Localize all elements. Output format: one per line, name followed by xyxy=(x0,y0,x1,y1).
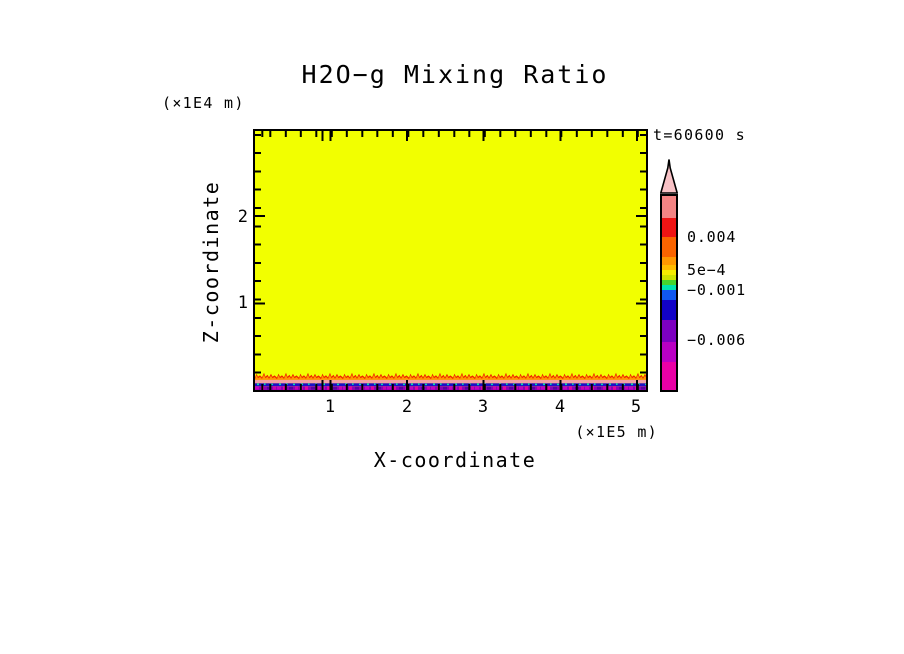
colorbar-segment xyxy=(662,196,676,218)
colorbar-segment xyxy=(662,342,676,362)
colorbar-segment xyxy=(662,265,676,270)
colorbar-segment xyxy=(662,320,676,342)
right-major-ticks xyxy=(636,131,646,390)
colorbar-label-neg0001: −0.001 xyxy=(687,281,746,299)
right-minor-ticks xyxy=(640,131,646,390)
colorbar-label-neg0006: −0.006 xyxy=(687,331,746,349)
colorbar-label-5e-4: 5e−4 xyxy=(687,261,727,279)
top-major-ticks xyxy=(255,131,646,141)
colorbar-label-0004: 0.004 xyxy=(687,228,737,246)
top-minor-ticks xyxy=(255,131,646,137)
x-tick-label-1: 1 xyxy=(324,397,336,417)
colorbar-segment xyxy=(662,300,676,320)
colorbar-arrow-tip xyxy=(660,159,678,194)
z-axis-units: (×1E4 m) xyxy=(162,94,245,112)
x-tick-label-5: 5 xyxy=(630,397,642,417)
time-label: t=60600 s xyxy=(653,126,746,144)
x-tick-label-2: 2 xyxy=(401,397,413,417)
plot-area xyxy=(253,129,648,392)
z-tick-label-2: 2 xyxy=(237,207,248,227)
x-tick-label-4: 4 xyxy=(554,397,566,417)
chart-title: H2O−g Mixing Ratio xyxy=(301,60,609,89)
x-axis-units: (×1E5 m) xyxy=(575,423,658,441)
x-tick-label-3: 3 xyxy=(477,397,489,417)
z-tick-label-1: 1 xyxy=(237,293,248,313)
colorbar-segment xyxy=(662,218,676,237)
colorbar-segment xyxy=(662,285,676,290)
colorbar-segment xyxy=(662,280,676,285)
z-axis-minor-ticks xyxy=(255,131,261,390)
colorbar-segment xyxy=(662,237,676,257)
colorbar-segment xyxy=(662,290,676,300)
colorbar-segment xyxy=(662,270,676,275)
colorbar-segment xyxy=(662,362,676,390)
z-axis-title: Z-coordinate xyxy=(199,180,223,344)
colorbar xyxy=(660,194,678,392)
surface-layer-bands xyxy=(255,371,646,390)
x-axis-title: X-coordinate xyxy=(373,448,537,472)
colorbar-segment xyxy=(662,275,676,280)
colorbar-segment xyxy=(662,257,676,265)
z-axis-major-ticks xyxy=(255,131,265,390)
